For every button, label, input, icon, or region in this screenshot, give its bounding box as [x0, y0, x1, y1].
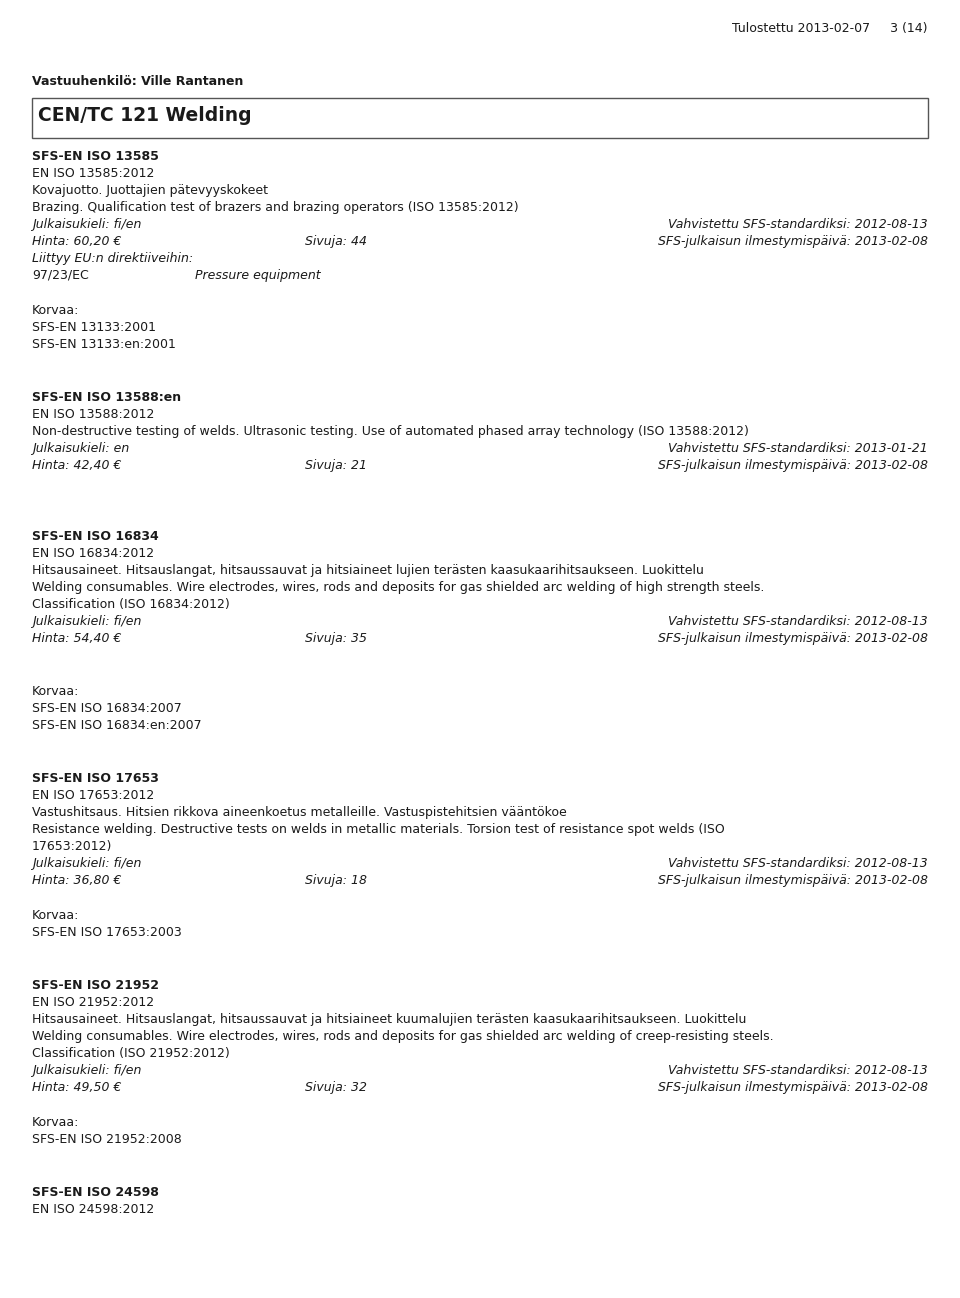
Text: 17653:2012): 17653:2012) — [32, 840, 112, 853]
Text: Brazing. Qualification test of brazers and brazing operators (ISO 13585:2012): Brazing. Qualification test of brazers a… — [32, 201, 518, 214]
Text: EN ISO 16834:2012: EN ISO 16834:2012 — [32, 546, 155, 559]
Text: SFS-EN ISO 16834: SFS-EN ISO 16834 — [32, 530, 158, 543]
Text: EN ISO 24598:2012: EN ISO 24598:2012 — [32, 1203, 155, 1216]
Text: Sivuja: 21: Sivuja: 21 — [305, 459, 367, 472]
Text: Korvaa:: Korvaa: — [32, 1116, 80, 1129]
Text: Classification (ISO 21952:2012): Classification (ISO 21952:2012) — [32, 1047, 229, 1060]
Text: Vahvistettu SFS-standardiksi: 2012-08-13: Vahvistettu SFS-standardiksi: 2012-08-13 — [668, 218, 928, 231]
Text: SFS-EN ISO 13585: SFS-EN ISO 13585 — [32, 151, 158, 164]
Text: EN ISO 21952:2012: EN ISO 21952:2012 — [32, 996, 155, 1009]
Text: SFS-julkaisun ilmestymispäivä: 2013-02-08: SFS-julkaisun ilmestymispäivä: 2013-02-0… — [658, 459, 928, 472]
Text: SFS-julkaisun ilmestymispäivä: 2013-02-08: SFS-julkaisun ilmestymispäivä: 2013-02-0… — [658, 235, 928, 248]
Text: Vahvistettu SFS-standardiksi: 2012-08-13: Vahvistettu SFS-standardiksi: 2012-08-13 — [668, 857, 928, 870]
Text: Classification (ISO 16834:2012): Classification (ISO 16834:2012) — [32, 598, 229, 611]
Text: SFS-julkaisun ilmestymispäivä: 2013-02-08: SFS-julkaisun ilmestymispäivä: 2013-02-0… — [658, 632, 928, 645]
Text: SFS-EN ISO 17653: SFS-EN ISO 17653 — [32, 772, 158, 785]
Text: SFS-EN ISO 13588:en: SFS-EN ISO 13588:en — [32, 391, 181, 404]
Text: Julkaisukieli: fi/en: Julkaisukieli: fi/en — [32, 857, 141, 870]
Text: SFS-EN 13133:2001: SFS-EN 13133:2001 — [32, 321, 156, 334]
Text: Resistance welding. Destructive tests on welds in metallic materials. Torsion te: Resistance welding. Destructive tests on… — [32, 823, 725, 836]
Text: Pressure equipment: Pressure equipment — [195, 269, 321, 282]
Text: EN ISO 17653:2012: EN ISO 17653:2012 — [32, 789, 155, 802]
Text: SFS-EN 13133:en:2001: SFS-EN 13133:en:2001 — [32, 337, 176, 350]
Text: CEN/TC 121 Welding: CEN/TC 121 Welding — [38, 106, 252, 125]
Text: EN ISO 13588:2012: EN ISO 13588:2012 — [32, 408, 155, 421]
Text: Sivuja: 32: Sivuja: 32 — [305, 1081, 367, 1094]
Text: Korvaa:: Korvaa: — [32, 909, 80, 922]
Text: SFS-EN ISO 21952: SFS-EN ISO 21952 — [32, 979, 159, 992]
Text: Tulostettu 2013-02-07     3 (14): Tulostettu 2013-02-07 3 (14) — [732, 22, 928, 35]
Text: SFS-EN ISO 24598: SFS-EN ISO 24598 — [32, 1186, 158, 1199]
Text: Hitsausaineet. Hitsauslangat, hitsaussauvat ja hitsiaineet kuumalujien terästen : Hitsausaineet. Hitsauslangat, hitsaussau… — [32, 1012, 746, 1025]
Text: Liittyy EU:n direktiiveihin:: Liittyy EU:n direktiiveihin: — [32, 252, 193, 265]
Text: Hinta: 49,50 €: Hinta: 49,50 € — [32, 1081, 122, 1094]
FancyBboxPatch shape — [32, 99, 928, 138]
Text: Hinta: 54,40 €: Hinta: 54,40 € — [32, 632, 122, 645]
Text: EN ISO 13585:2012: EN ISO 13585:2012 — [32, 167, 155, 180]
Text: Sivuja: 18: Sivuja: 18 — [305, 874, 367, 887]
Text: Hitsausaineet. Hitsauslangat, hitsaussauvat ja hitsiaineet lujien terästen kaasu: Hitsausaineet. Hitsauslangat, hitsaussau… — [32, 565, 704, 578]
Text: Vahvistettu SFS-standardiksi: 2012-08-13: Vahvistettu SFS-standardiksi: 2012-08-13 — [668, 1064, 928, 1077]
Text: SFS-julkaisun ilmestymispäivä: 2013-02-08: SFS-julkaisun ilmestymispäivä: 2013-02-0… — [658, 1081, 928, 1094]
Text: Julkaisukieli: fi/en: Julkaisukieli: fi/en — [32, 615, 141, 628]
Text: Welding consumables. Wire electrodes, wires, rods and deposits for gas shielded : Welding consumables. Wire electrodes, wi… — [32, 1031, 774, 1044]
Text: Non-destructive testing of welds. Ultrasonic testing. Use of automated phased ar: Non-destructive testing of welds. Ultras… — [32, 424, 749, 437]
Text: SFS-EN ISO 21952:2008: SFS-EN ISO 21952:2008 — [32, 1133, 181, 1146]
Text: Vahvistettu SFS-standardiksi: 2013-01-21: Vahvistettu SFS-standardiksi: 2013-01-21 — [668, 443, 928, 456]
Text: SFS-EN ISO 17653:2003: SFS-EN ISO 17653:2003 — [32, 925, 181, 938]
Text: Julkaisukieli: fi/en: Julkaisukieli: fi/en — [32, 218, 141, 231]
Text: Hinta: 60,20 €: Hinta: 60,20 € — [32, 235, 122, 248]
Text: 97/23/EC: 97/23/EC — [32, 269, 88, 282]
Text: SFS-julkaisun ilmestymispäivä: 2013-02-08: SFS-julkaisun ilmestymispäivä: 2013-02-0… — [658, 874, 928, 887]
Text: Hinta: 36,80 €: Hinta: 36,80 € — [32, 874, 122, 887]
Text: Julkaisukieli: fi/en: Julkaisukieli: fi/en — [32, 1064, 141, 1077]
Text: Sivuja: 44: Sivuja: 44 — [305, 235, 367, 248]
Text: SFS-EN ISO 16834:2007: SFS-EN ISO 16834:2007 — [32, 702, 181, 715]
Text: Sivuja: 35: Sivuja: 35 — [305, 632, 367, 645]
Text: Korvaa:: Korvaa: — [32, 685, 80, 698]
Text: Hinta: 42,40 €: Hinta: 42,40 € — [32, 459, 122, 472]
Text: Vastushitsaus. Hitsien rikkova aineenkoetus metalleille. Vastuspistehitsien vään: Vastushitsaus. Hitsien rikkova aineenkoe… — [32, 806, 566, 819]
Text: Welding consumables. Wire electrodes, wires, rods and deposits for gas shielded : Welding consumables. Wire electrodes, wi… — [32, 582, 764, 594]
Text: Vastuuhenkilö: Ville Rantanen: Vastuuhenkilö: Ville Rantanen — [32, 75, 244, 88]
Text: Julkaisukieli: en: Julkaisukieli: en — [32, 443, 130, 456]
Text: Kovajuotto. Juottajien pätevyyskokeet: Kovajuotto. Juottajien pätevyyskokeet — [32, 184, 268, 197]
Text: SFS-EN ISO 16834:en:2007: SFS-EN ISO 16834:en:2007 — [32, 719, 202, 732]
Text: Korvaa:: Korvaa: — [32, 304, 80, 317]
Text: Vahvistettu SFS-standardiksi: 2012-08-13: Vahvistettu SFS-standardiksi: 2012-08-13 — [668, 615, 928, 628]
